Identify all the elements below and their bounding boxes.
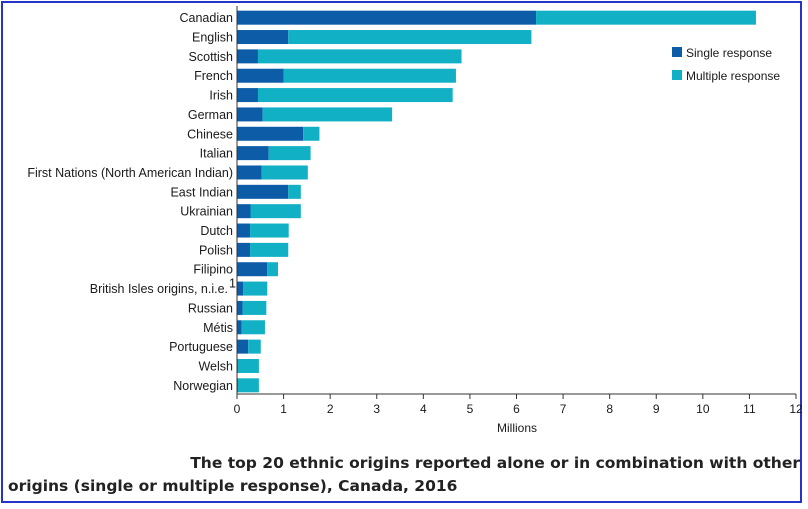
- bar-chinese-multiple: [303, 126, 320, 141]
- category-label-english: English: [192, 31, 233, 45]
- x-tick-label: 6: [513, 402, 520, 416]
- bar-italian-single: [237, 146, 269, 161]
- caption-line-1: The top 20 ethnic origins reported alone…: [190, 454, 800, 472]
- category-label-ukrainian: Ukrainian: [180, 205, 233, 219]
- bar-ukrainian-multiple: [250, 204, 301, 219]
- bar-german-multiple: [262, 107, 393, 122]
- category-label-italian: Italian: [200, 147, 233, 161]
- bar-portuguese-single: [237, 339, 249, 354]
- category-label-norwegian: Norwegian: [173, 379, 233, 393]
- category-label-british-isles-origins-n-i-e: British Isles origins, n.i.e.: [90, 282, 228, 296]
- x-tick-label: 2: [327, 402, 334, 416]
- bar-m-tis-multiple: [241, 320, 265, 335]
- x-tick-label: 7: [560, 402, 567, 416]
- bar-scottish-single: [237, 49, 258, 64]
- bar-dutch-single: [237, 223, 251, 238]
- category-label-russian: Russian: [188, 301, 233, 315]
- bar-scottish-multiple: [257, 49, 462, 64]
- bar-first-nations-north-american-indian-multiple: [261, 165, 308, 180]
- figure-frame: [1, 1, 802, 503]
- x-tick-label: 0: [234, 402, 241, 416]
- bar-russian-single: [237, 300, 243, 315]
- category-label-filipino: Filipino: [193, 263, 233, 277]
- x-tick-label: 10: [696, 402, 710, 416]
- bar-italian-multiple: [268, 146, 311, 161]
- x-axis-label: Millions: [497, 421, 537, 435]
- bar-polish-multiple: [250, 242, 289, 257]
- bar-chinese-single: [237, 126, 304, 141]
- x-tick-label: 11: [743, 402, 756, 416]
- bar-british-isles-origins-n-i-e-multiple: [243, 281, 268, 296]
- category-label-scottish: Scottish: [189, 50, 234, 64]
- legend-swatch-single: [672, 47, 682, 57]
- category-label-polish: Polish: [199, 243, 233, 257]
- bar-norwegian-multiple: [237, 378, 259, 393]
- x-tick-label: 9: [653, 402, 660, 416]
- category-label-french: French: [194, 69, 233, 83]
- figure-caption: The top 20 ethnic origins reported alone…: [8, 452, 800, 498]
- category-label-welsh: Welsh: [198, 359, 233, 373]
- stacked-bar-chart: Canadian English Scottish French Irish German…: [27, 6, 803, 435]
- bar-german-single: [237, 107, 263, 122]
- x-tick-label: 8: [606, 402, 613, 416]
- footnote-mark: 1: [229, 277, 236, 291]
- bar-welsh-multiple: [237, 358, 259, 373]
- bar-french-single: [237, 68, 284, 83]
- bar-filipino-multiple: [267, 262, 278, 277]
- x-axis: 0 1 2 3 4 5 6 7 8 9 10 11 12: [234, 6, 803, 416]
- x-tick-label: 12: [789, 402, 803, 416]
- category-label-german: German: [188, 108, 233, 122]
- category-label-first-nations-north-american-indian: First Nations (North American Indian): [27, 166, 233, 180]
- legend: Single response Multiple response: [672, 46, 780, 83]
- category-labels: Canadian English Scottish French Irish German…: [27, 11, 236, 393]
- caption-line-2: origins (single or multiple response), C…: [8, 477, 458, 495]
- bar-polish-single: [237, 242, 251, 257]
- x-tick-label: 5: [467, 402, 474, 416]
- category-label-dutch: Dutch: [200, 224, 233, 238]
- bar-portuguese-multiple: [248, 339, 261, 354]
- bars-layer: [237, 10, 756, 393]
- bar-french-multiple: [283, 68, 456, 83]
- legend-swatch-multiple: [672, 70, 682, 80]
- bar-british-isles-origins-n-i-e-single: [237, 281, 244, 296]
- bar-dutch-multiple: [250, 223, 289, 238]
- category-label-portuguese: Portuguese: [169, 340, 233, 354]
- bar-russian-multiple: [242, 300, 267, 315]
- x-tick-label: 1: [280, 402, 287, 416]
- category-label-irish: Irish: [209, 89, 233, 103]
- bar-filipino-single: [237, 262, 268, 277]
- bar-english-multiple: [288, 30, 532, 45]
- bar-irish-multiple: [257, 88, 453, 103]
- category-label-m-tis: Métis: [203, 321, 233, 335]
- x-tick-label: 4: [420, 402, 427, 416]
- bar-ukrainian-single: [237, 204, 251, 219]
- legend-label-multiple: Multiple response: [686, 69, 780, 83]
- bar-canadian-multiple: [536, 10, 756, 25]
- bar-east-indian-multiple: [288, 184, 301, 199]
- bar-canadian-single: [237, 10, 537, 25]
- category-label-east-indian: East Indian: [170, 185, 233, 199]
- category-label-chinese: Chinese: [187, 127, 233, 141]
- category-label-canadian: Canadian: [179, 11, 233, 25]
- bar-irish-single: [237, 88, 258, 103]
- bar-english-single: [237, 30, 289, 45]
- x-tick-label: 3: [373, 402, 380, 416]
- bar-m-tis-single: [237, 320, 242, 335]
- legend-label-single: Single response: [686, 46, 772, 60]
- bar-east-indian-single: [237, 184, 289, 199]
- bar-first-nations-north-american-indian-single: [237, 165, 262, 180]
